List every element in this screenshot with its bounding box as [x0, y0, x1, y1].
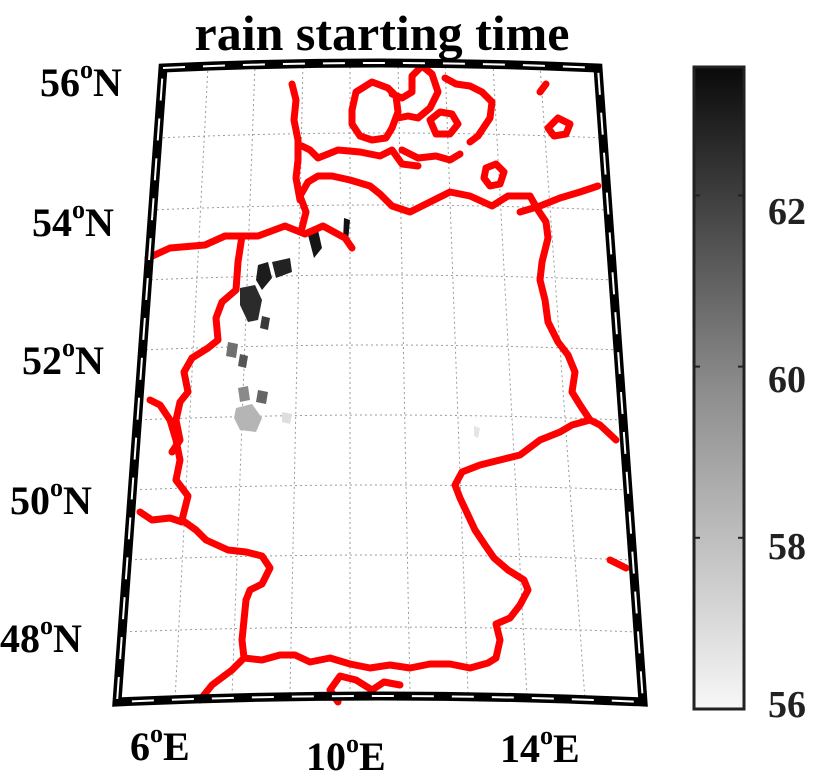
colorbar-ticks [694, 194, 744, 710]
rain-patch [226, 342, 238, 358]
colorbar-tick-label-56: 56 [768, 684, 806, 726]
border-netherlands-germany [168, 232, 246, 456]
colorbar-tick-label-62: 62 [768, 191, 806, 233]
lon-label-6: 6oE [130, 719, 190, 769]
border-czech-poland [526, 192, 594, 424]
country-borders [136, 62, 630, 706]
colorbar-tick-labels: 62 60 58 56 [768, 191, 806, 726]
border-east-stub [606, 556, 630, 572]
border-belgium-germany [146, 396, 184, 484]
coastline-funen [426, 108, 462, 138]
latitude-labels: 56oN 54oN 52oN 50oN 48oN [0, 55, 122, 661]
border-luxembourg [136, 508, 186, 526]
rain-patch [234, 404, 262, 432]
coastline-sweden-south [441, 74, 496, 146]
coastline-zealand [388, 62, 442, 122]
coastline-danish-islands [348, 78, 402, 144]
border-east-germany-austria [451, 416, 620, 662]
rain-patch [238, 386, 250, 402]
frame-inner-dashes [115, 62, 645, 704]
coastline-north-sea [144, 222, 356, 262]
grid-meridian-14 [539, 65, 586, 701]
grid-meridian-12 [444, 61, 469, 695]
coastline-bornholm [544, 114, 574, 140]
lat-label-50: 50oN [10, 473, 92, 523]
coastline-lolland [398, 146, 464, 164]
rain-patch [272, 258, 292, 278]
rain-patch [308, 230, 322, 258]
lon-label-10: 10oE [306, 729, 386, 775]
map-area [117, 63, 643, 702]
rain-patch [256, 390, 268, 404]
lat-label-52: 52oN [22, 333, 104, 383]
colorbar-tick-label-58: 58 [768, 526, 806, 568]
lon-label-14: 14oE [500, 721, 580, 771]
lat-label-56: 56oN [40, 55, 122, 105]
coastline-jutland-east [298, 142, 422, 170]
colorbar-gradient [692, 65, 746, 711]
coastline-rugen [480, 160, 508, 190]
colorbar: 62 60 58 56 [692, 65, 806, 726]
grid-meridian-11 [397, 61, 411, 694]
grid-meridian-8 [231, 63, 256, 698]
rain-patch [474, 426, 480, 438]
map-title: rain starting time [195, 5, 570, 61]
border-poland-north [516, 182, 602, 216]
rain-patch [282, 412, 292, 424]
rain-patch [256, 262, 272, 290]
colorbar-tick-label-60: 60 [768, 359, 806, 401]
lat-label-48: 48oN [0, 611, 82, 661]
longitude-labels: 6oE 10oE 14oE [130, 719, 580, 775]
border-switzerland [196, 656, 246, 704]
border-alps-inner [326, 672, 404, 706]
coastline-baltic [296, 172, 534, 232]
grid-meridian-9 [289, 61, 304, 695]
map-frame [112, 58, 648, 707]
rain-patches [226, 218, 480, 438]
grid-meridian-7 [174, 65, 209, 701]
grid-parallel-55 [157, 132, 605, 139]
border-south-germany [238, 636, 500, 672]
rain-patch [260, 316, 270, 330]
rain-patch [238, 354, 248, 368]
coastline-jutland [288, 80, 304, 204]
rain-patch [240, 285, 262, 322]
coastline-north-jut [536, 80, 550, 96]
grid-parallel-51 [134, 414, 625, 421]
lat-label-54: 54oN [32, 195, 114, 245]
grid-parallel-49 [124, 554, 634, 561]
grid-parallel-48 [119, 626, 639, 633]
